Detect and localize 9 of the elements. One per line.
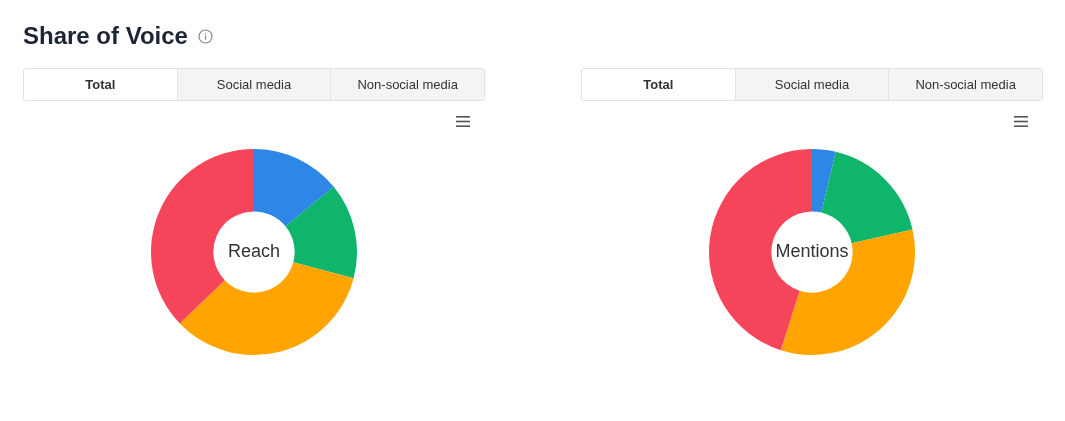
text: Total — [643, 77, 674, 92]
text: Mentions — [775, 240, 849, 261]
text: Non-social media — [915, 77, 1016, 92]
text: Non-social media — [357, 77, 458, 92]
text: Social media — [216, 77, 292, 92]
text: Share of Voice — [23, 22, 188, 50]
text: Total — [85, 77, 116, 92]
text: Social media — [774, 77, 850, 92]
text: Reach — [227, 240, 281, 261]
